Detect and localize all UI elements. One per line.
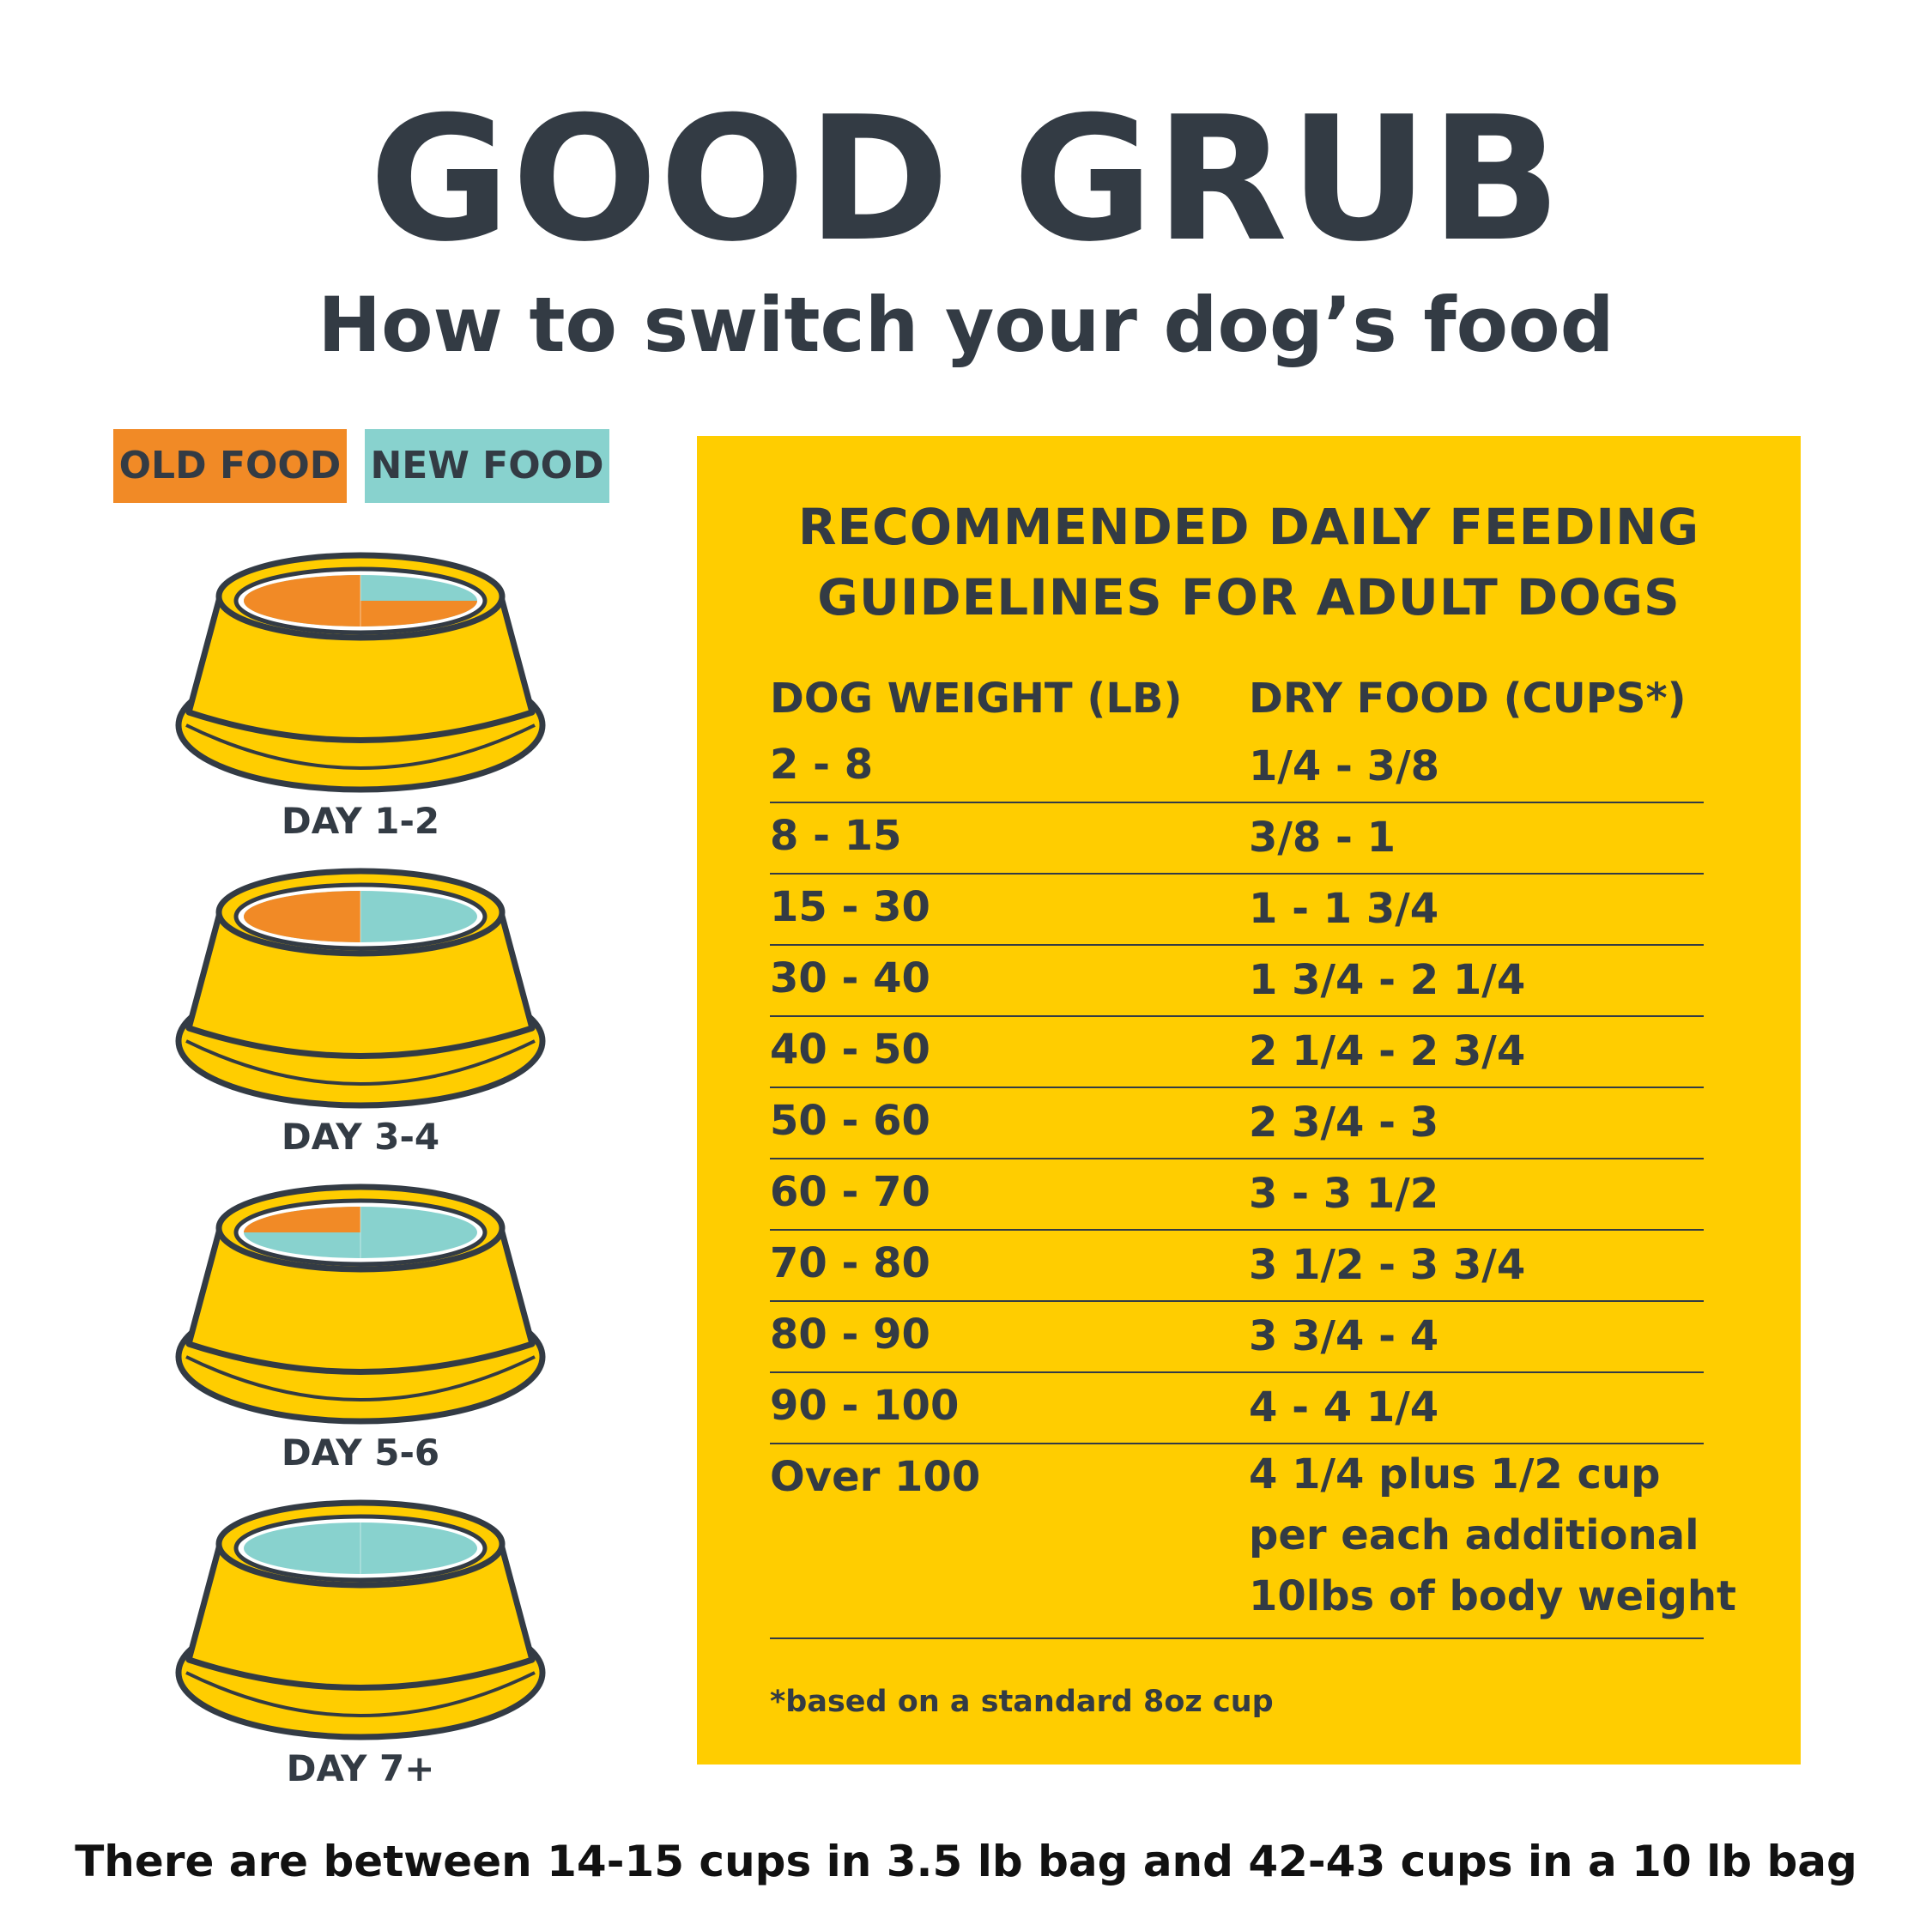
bowl-icon-day-7-plus <box>167 1497 554 1763</box>
stage-label-day-7-plus: DAY 7+ <box>286 1747 435 1789</box>
table-row: 15 - 30 1 - 1 3/4 <box>770 875 1704 946</box>
cups-cell: 4 - 4 1/4 <box>1249 1383 1439 1432</box>
weight-cell: 8 - 15 <box>770 812 902 860</box>
cups-line-2: per each additional <box>1249 1511 1699 1559</box>
table-row-over-100: Over 100 4 1/4 plus 1/2 cup per each add… <box>770 1444 1736 1639</box>
weight-cell: 50 - 60 <box>770 1097 930 1145</box>
feeding-table: 2 - 8 1/4 - 3/8 8 - 15 3/8 - 1 15 - 30 1 - … <box>770 732 1736 1639</box>
weight-cell: 70 - 80 <box>770 1239 930 1287</box>
table-row: 50 - 60 2 3/4 - 3 <box>770 1088 1704 1159</box>
cups-cell: 4 1/4 plus 1/2 cup per each additional 1… <box>1249 1444 1736 1627</box>
header-dry-food: DRY FOOD (CUPS*) <box>1249 675 1687 723</box>
cups-cell: 1 3/4 - 2 1/4 <box>1249 956 1526 1004</box>
table-row: 80 - 90 3 3/4 - 4 <box>770 1302 1704 1373</box>
stage-label-day-3-4: DAY 3-4 <box>281 1116 440 1158</box>
bowl-icon-day-3-4 <box>167 865 554 1131</box>
cups-cell: 3 1/2 - 3 3/4 <box>1249 1241 1526 1289</box>
cups-cell: 1 - 1 3/4 <box>1249 885 1439 933</box>
footnote: *based on a standard 8oz cup <box>770 1685 1274 1719</box>
feeding-guidelines-panel: RECOMMENDED DAILY FEEDING GUIDELINES FOR… <box>697 436 1801 1765</box>
page-subtitle: How to switch your dog’s food <box>318 281 1614 369</box>
guidelines-title-line-1: RECOMMENDED DAILY FEEDING <box>797 498 1700 556</box>
food-fill <box>244 1207 477 1258</box>
table-row: 40 - 50 2 1/4 - 2 3/4 <box>770 1017 1704 1088</box>
weight-cell: Over 100 <box>770 1453 981 1501</box>
cups-cell: 3 - 3 1/2 <box>1249 1170 1439 1218</box>
cups-cell: 2 1/4 - 2 3/4 <box>1249 1027 1526 1075</box>
weight-cell: 15 - 30 <box>770 883 930 931</box>
new-food-portion <box>244 1522 477 1574</box>
table-row: 30 - 40 1 3/4 - 2 1/4 <box>770 946 1704 1017</box>
guidelines-title: RECOMMENDED DAILY FEEDING GUIDELINES FOR… <box>697 492 1801 633</box>
table-row: 60 - 70 3 - 3 1/2 <box>770 1159 1704 1231</box>
stage-label-day-1-2: DAY 1-2 <box>281 800 440 842</box>
bowl-icon-day-1-2 <box>167 549 554 815</box>
header-dog-weight: DOG WEIGHT (LB) <box>770 675 1183 723</box>
table-row: 2 - 8 1/4 - 3/8 <box>770 732 1704 803</box>
weight-cell: 80 - 90 <box>770 1311 930 1359</box>
table-row: 70 - 80 3 1/2 - 3 3/4 <box>770 1231 1704 1302</box>
legend-old-food: OLD FOOD <box>113 429 347 503</box>
guidelines-title-line-2: GUIDELINES FOR ADULT DOGS <box>817 568 1681 627</box>
food-fill <box>244 575 477 627</box>
weight-cell: 90 - 100 <box>770 1382 960 1430</box>
table-row: 90 - 100 4 - 4 1/4 <box>770 1373 1704 1444</box>
weight-cell: 60 - 70 <box>770 1168 930 1216</box>
food-fill <box>244 1522 477 1574</box>
cups-cell: 2 3/4 - 3 <box>1249 1099 1439 1147</box>
bottom-note: There are between 14-15 cups in 3.5 lb b… <box>75 1837 1857 1886</box>
legend-new-food: NEW FOOD <box>365 429 609 503</box>
bowl-icon-day-5-6 <box>167 1181 554 1447</box>
stage-label-day-5-6: DAY 5-6 <box>281 1432 440 1474</box>
page-title: GOOD GRUB <box>369 80 1563 280</box>
weight-cell: 40 - 50 <box>770 1026 930 1074</box>
weight-cell: 30 - 40 <box>770 954 930 1002</box>
cups-line-1: 4 1/4 plus 1/2 cup <box>1249 1450 1661 1498</box>
cups-cell: 1/4 - 3/8 <box>1249 742 1439 790</box>
weight-cell: 2 - 8 <box>770 741 874 789</box>
table-row: 8 - 15 3/8 - 1 <box>770 803 1704 875</box>
cups-cell: 3/8 - 1 <box>1249 814 1396 862</box>
cups-line-3: 10lbs of body weight <box>1249 1572 1736 1620</box>
cups-cell: 3 3/4 - 4 <box>1249 1312 1439 1360</box>
